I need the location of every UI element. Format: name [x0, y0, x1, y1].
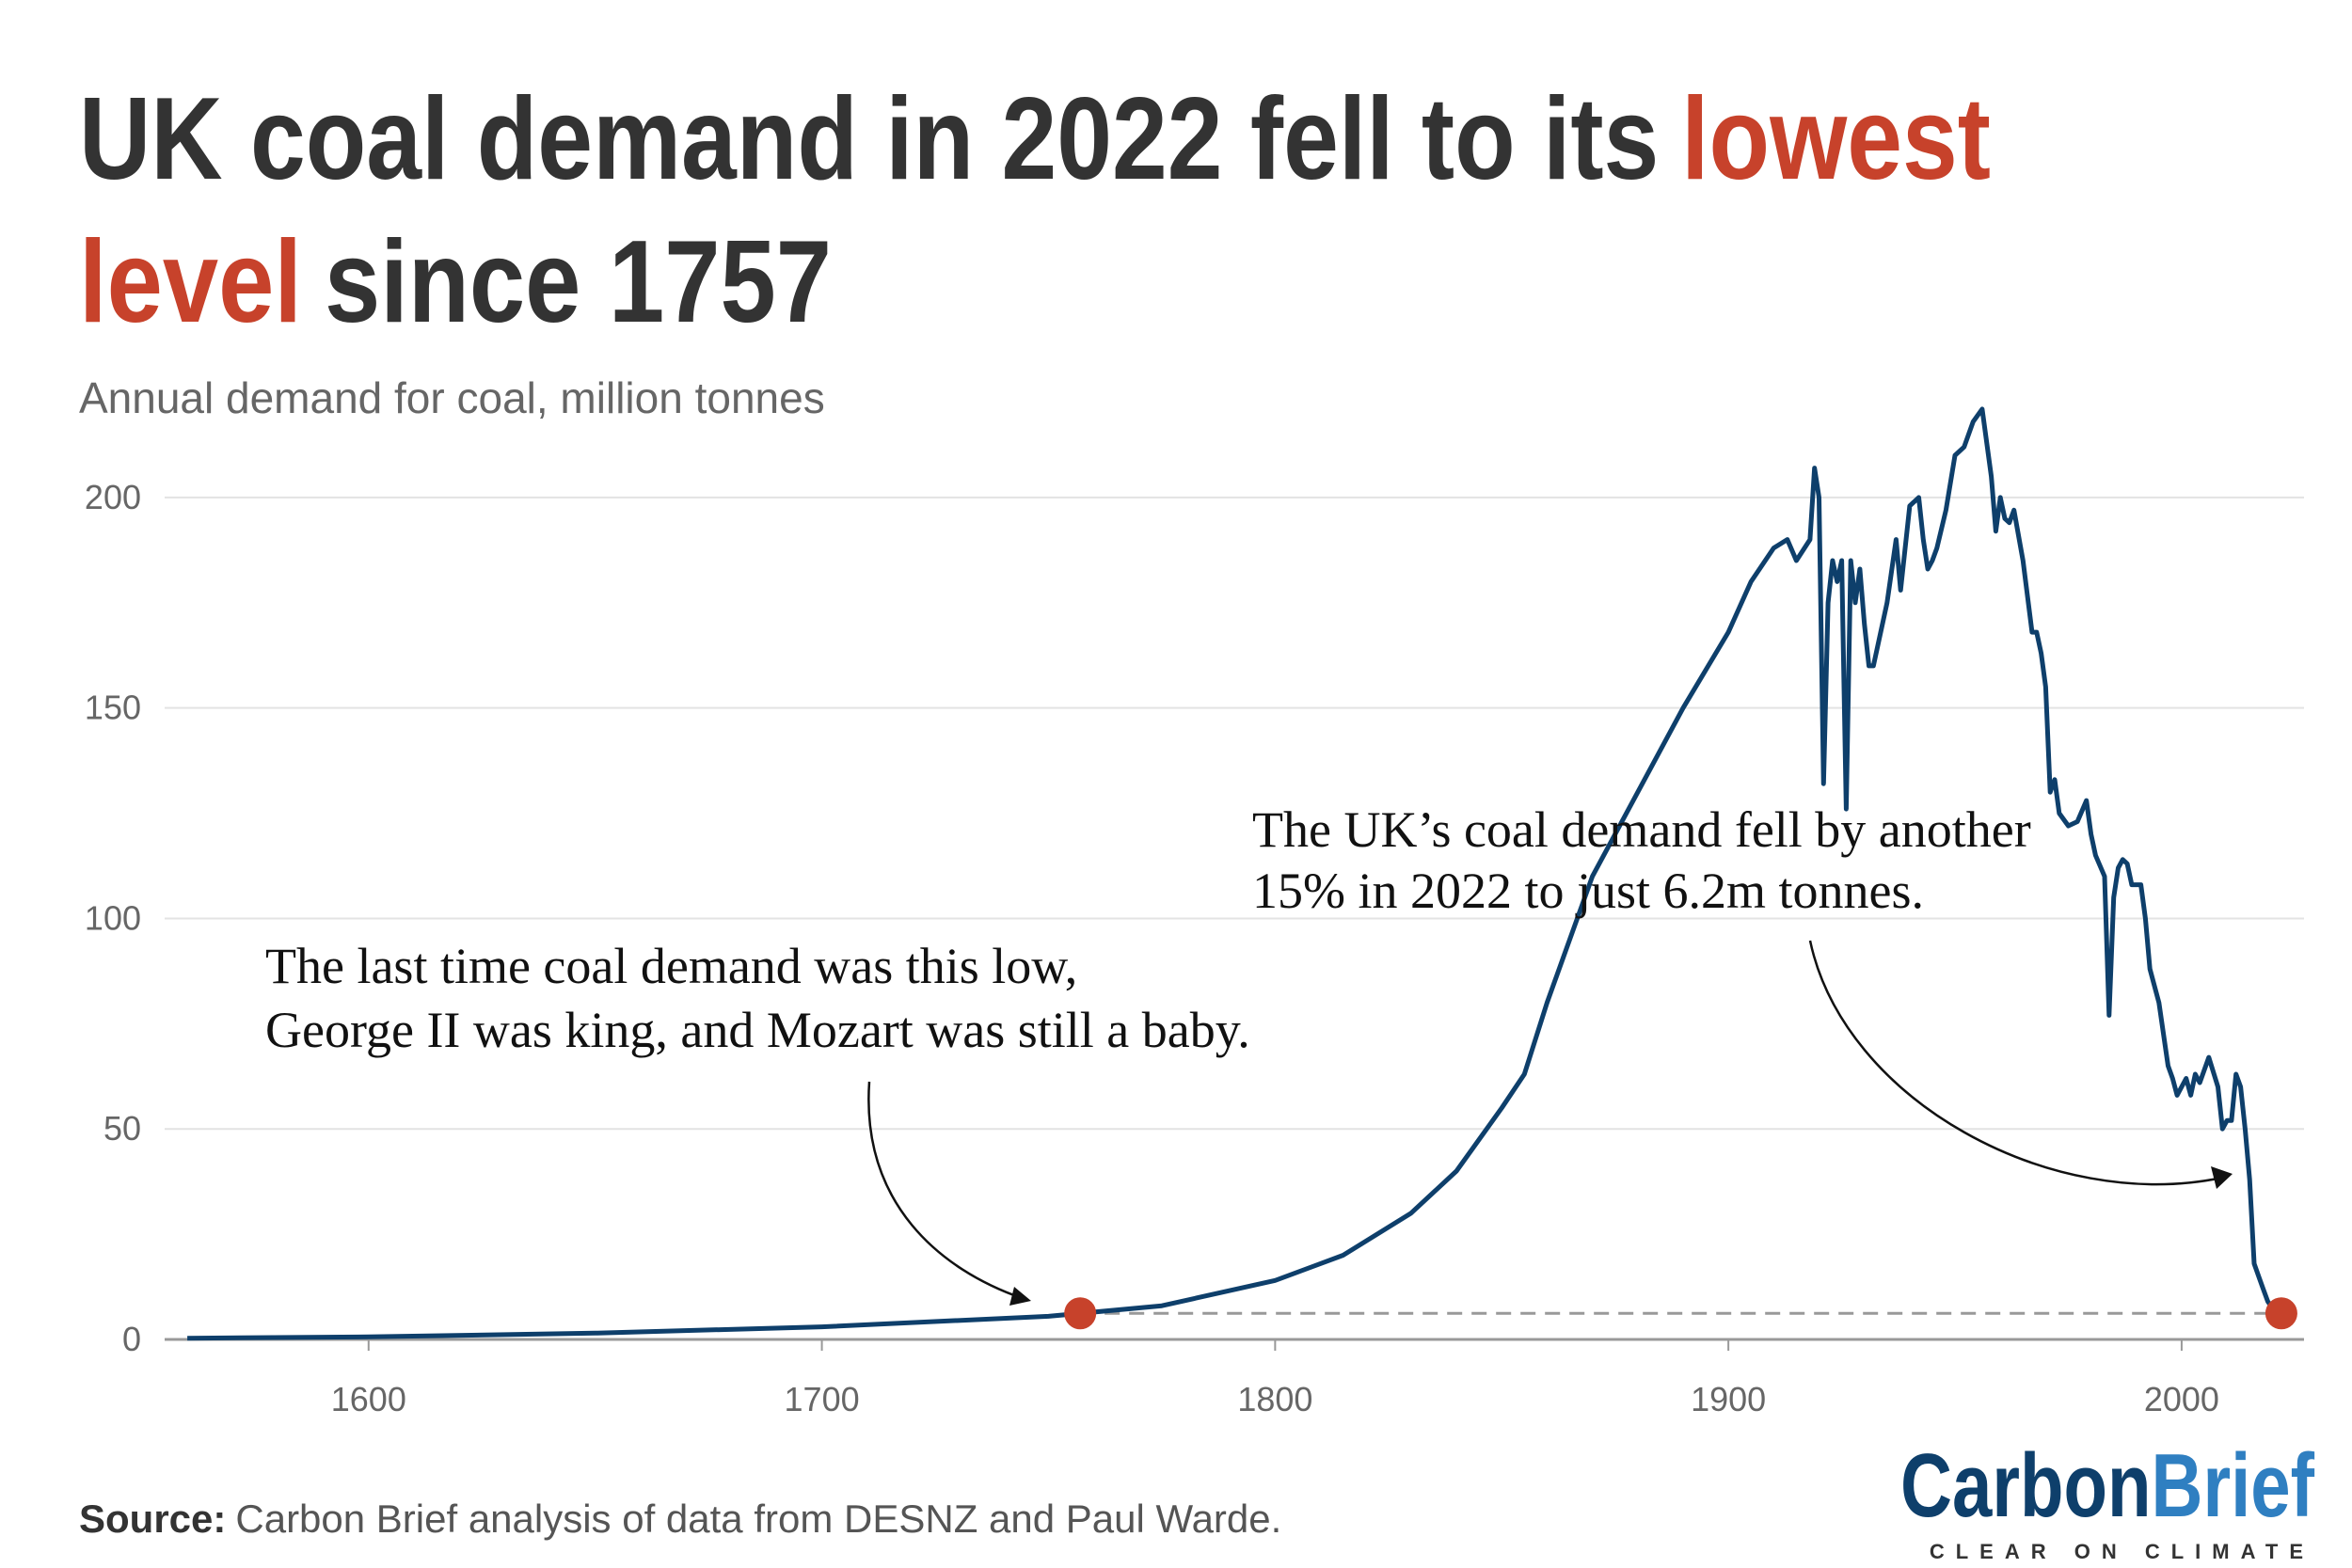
y-tick-label: 150	[85, 689, 141, 727]
x-tick-label: 1900	[1691, 1380, 1766, 1418]
annotation: The UK’s coal demand fell by another	[1252, 801, 2031, 858]
subtitle: Annual demand for coal, million tonnes	[79, 373, 825, 422]
arrow	[1808, 940, 2223, 1186]
data-line	[187, 406, 2283, 1341]
annotation: 15% in 2022 to just 6.2m tonnes.	[1252, 863, 1924, 919]
y-tick-label: 0	[122, 1320, 141, 1358]
y-tick-label: 50	[103, 1109, 141, 1148]
logo-part: Brief	[2152, 1435, 2315, 1536]
arrow	[867, 1081, 1023, 1300]
logo-tagline: CLEAR ON CLIMATE	[1930, 1540, 2314, 1563]
source-label: Source:	[79, 1497, 226, 1541]
chart-title: UK coal demand in 2022 fell to itslowest	[79, 74, 1991, 204]
y-tick-label: 100	[85, 898, 141, 937]
highlight-point	[2265, 1297, 2297, 1330]
annotation: George II was king, and Mozart was still…	[265, 1002, 1250, 1058]
x-tick-label: 1600	[331, 1380, 406, 1418]
arrowhead	[1009, 1287, 1031, 1306]
x-tick-label: 1700	[785, 1380, 860, 1418]
source-text: Carbon Brief analysis of data from DESNZ…	[235, 1497, 1281, 1541]
annotation: The last time coal demand was this low,	[265, 938, 1077, 994]
title-highlight: lowest	[1681, 74, 1991, 204]
arrowhead	[2211, 1166, 2233, 1189]
highlight-point	[1064, 1297, 1097, 1330]
title-highlight: level	[79, 217, 302, 347]
y-tick-label: 200	[85, 478, 141, 516]
title-part: since 1757	[325, 217, 832, 347]
x-tick-label: 1800	[1237, 1380, 1312, 1418]
chart-title: levelsince 1757	[79, 217, 832, 347]
logo-part: Carbon	[1900, 1435, 2152, 1536]
plot: 0 50 100 150 200 1600 1700 1800 1900 2000	[85, 406, 2304, 1418]
title-part: UK coal demand in 2022 fell to its	[79, 74, 1659, 204]
logo: CarbonBrief	[1900, 1435, 2315, 1536]
x-tick-label: 2000	[2144, 1380, 2219, 1418]
source: Source: Carbon Brief analysis of data fro…	[79, 1497, 1281, 1541]
